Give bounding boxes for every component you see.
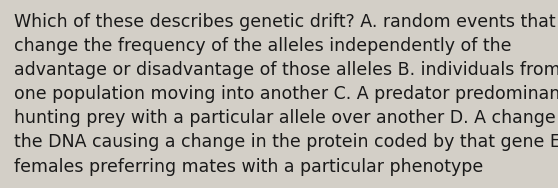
Text: change the frequency of the alleles independently of the: change the frequency of the alleles inde… bbox=[14, 37, 512, 55]
Text: Which of these describes genetic drift? A. random events that: Which of these describes genetic drift? … bbox=[14, 13, 556, 31]
Text: the DNA causing a change in the protein coded by that gene E.: the DNA causing a change in the protein … bbox=[14, 133, 558, 152]
Text: advantage or disadvantage of those alleles B. individuals from: advantage or disadvantage of those allel… bbox=[14, 61, 558, 79]
Text: females preferring mates with a particular phenotype: females preferring mates with a particul… bbox=[14, 158, 483, 176]
Text: hunting prey with a particular allele over another D. A change in: hunting prey with a particular allele ov… bbox=[14, 109, 558, 127]
Text: one population moving into another C. A predator predominantly: one population moving into another C. A … bbox=[14, 85, 558, 103]
